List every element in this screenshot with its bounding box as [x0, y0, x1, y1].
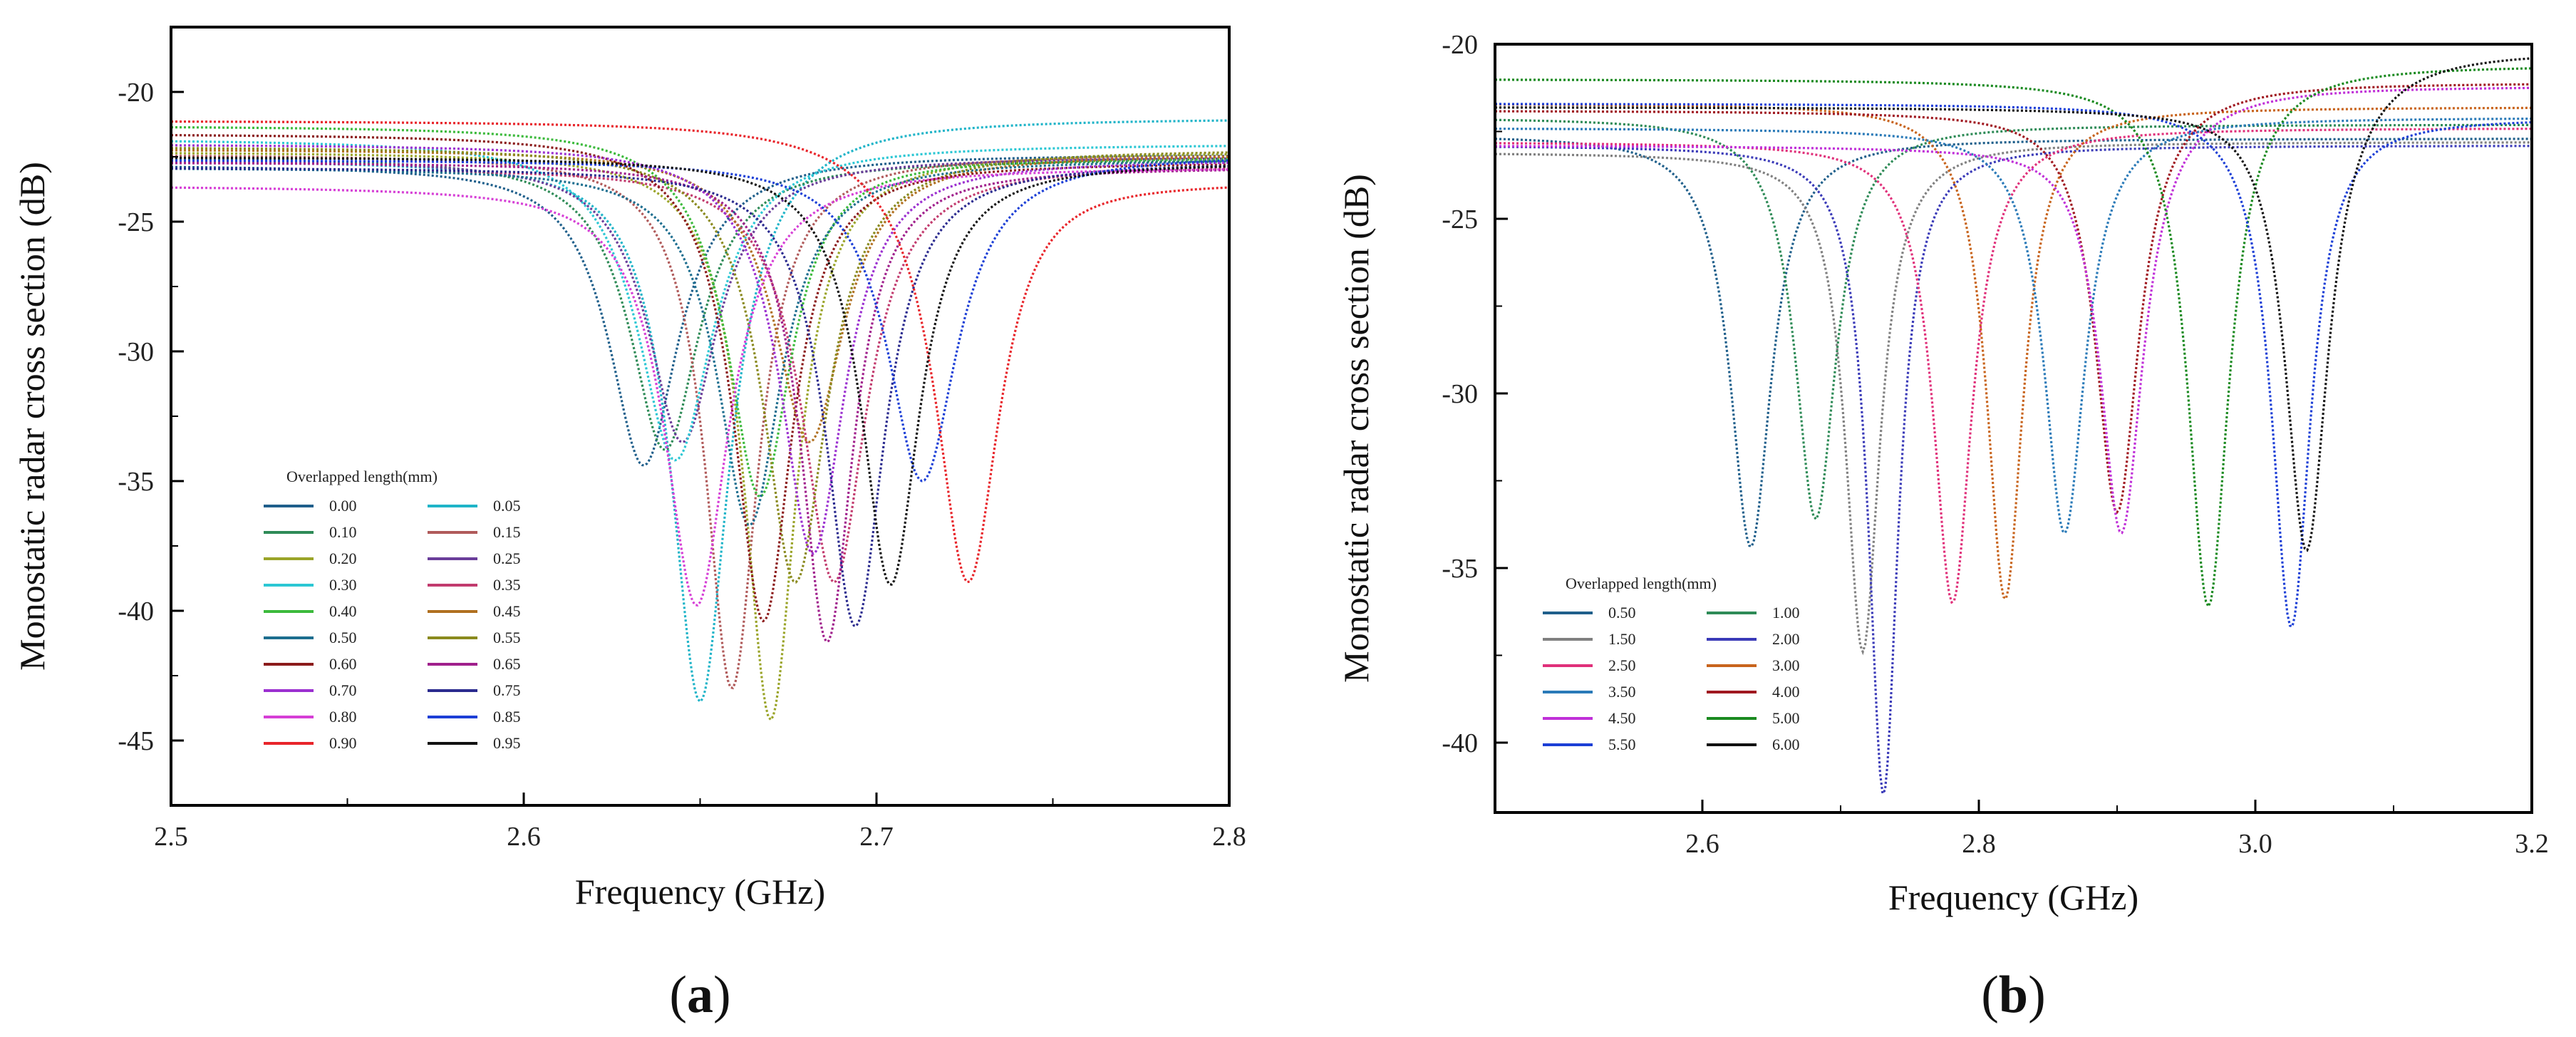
x-tick-label: 3.0: [2238, 829, 2272, 859]
panel-label-b: (b): [1981, 966, 2045, 1024]
legend-title: Overlapped length(mm): [1566, 574, 1717, 592]
series-line-3.00: [1495, 103, 2532, 601]
series-line-0.95: [171, 156, 1230, 586]
panel-letter-b: b: [1999, 966, 2028, 1024]
series-line-0.40: [171, 126, 1229, 498]
series-line-0.50: [1494, 138, 2532, 548]
series-line-5.50: [1495, 103, 2533, 628]
series-line-0.45: [171, 149, 1229, 443]
legend-label-4.00: 4.00: [1772, 683, 1800, 701]
panel-letter-a: a: [687, 966, 713, 1024]
x-axis-title-b: Frequency (GHz): [1888, 877, 2138, 917]
series-line-0.75: [171, 165, 1230, 628]
y-tick-label: -20: [1442, 30, 1478, 60]
legend-label-0.05: 0.05: [493, 497, 521, 515]
y-tick-label: -25: [1442, 205, 1478, 234]
legend-label-0.85: 0.85: [493, 708, 521, 726]
x-tick-label: 2.8: [1962, 829, 1996, 859]
legend-label-0.20: 0.20: [329, 550, 357, 567]
legend-label-4.50: 4.50: [1608, 709, 1636, 727]
legend-label-0.15: 0.15: [493, 523, 521, 541]
y-axis-title-b: Monostatic radar cross section (dB): [1336, 174, 1376, 683]
y-tick-label: -40: [118, 597, 154, 626]
legend-label-1.00: 1.00: [1772, 604, 1800, 621]
legend-label-0.55: 0.55: [493, 629, 521, 646]
y-tick-label: -35: [118, 467, 154, 497]
x-tick-label: 2.6: [1685, 829, 1719, 859]
series-line-0.30: [170, 140, 1229, 462]
series-line-0.90: [171, 120, 1230, 584]
legend-label-0.80: 0.80: [329, 708, 357, 726]
axis-ticks-b: 2.6 2.8 3.0 3.2 -20 -25 -30 -35 -40: [1442, 30, 2549, 859]
series-line-4.50: [1495, 86, 2532, 535]
legend-label-0.90: 0.90: [329, 734, 357, 752]
series-curves-a: [170, 119, 1230, 722]
legend-label-0.40: 0.40: [329, 602, 357, 620]
x-tick-label: 2.8: [1212, 822, 1246, 852]
x-axis-title-a: Frequency (GHz): [575, 872, 825, 912]
legend-a: Overlapped length(mm) 0.00 0.05 0.10 0.15 0.2…: [264, 468, 521, 752]
plot-frame-b: [1494, 43, 2533, 814]
legend-label-1.50: 1.50: [1608, 630, 1636, 648]
y-tick-label: -30: [118, 337, 154, 367]
legend-label-0.50: 0.50: [1608, 604, 1636, 621]
legend-label-0.95: 0.95: [493, 734, 521, 752]
series-line-2.00: [1494, 145, 2532, 797]
legend-label-0.70: 0.70: [329, 681, 357, 699]
series-line-4.00: [1495, 83, 2532, 515]
x-tick-label: 2.7: [859, 822, 894, 852]
legend-label-0.50: 0.50: [329, 629, 357, 646]
y-tick-label: -30: [1442, 379, 1478, 409]
legend-label-2.50: 2.50: [1608, 656, 1636, 674]
legend-label-0.45: 0.45: [493, 602, 521, 620]
series-line-6.00: [1495, 57, 2533, 552]
y-tick-label: -45: [118, 726, 154, 756]
chart-panel-b: 2.6 2.8 3.0 3.2 -20 -25 -30 -35 -40 Overlapped l…: [1336, 30, 2549, 1024]
series-line-0.20: [170, 152, 1230, 722]
legend-label-0.35: 0.35: [493, 576, 521, 594]
x-tick-label: 2.5: [154, 822, 188, 852]
series-line-1.50: [1494, 141, 2532, 656]
x-tick-label: 2.6: [507, 822, 541, 852]
axis-ticks-a: 2.5 2.6 2.7 2.8 -20 -25 -30 -35 -40 -45: [118, 26, 1246, 852]
y-tick-label: -40: [1442, 728, 1478, 758]
series-curves-b: [1494, 57, 2533, 797]
y-axis-title-a: Monostatic radar cross section (dB): [12, 162, 52, 671]
panel-label-a: (a): [669, 966, 730, 1024]
legend-label-0.65: 0.65: [493, 655, 521, 673]
series-line-2.50: [1495, 128, 2532, 604]
legend-label-3.50: 3.50: [1608, 683, 1636, 701]
series-line-0.55: [171, 147, 1230, 584]
y-tick-label: -25: [118, 207, 154, 237]
series-line-0.85: [171, 159, 1230, 483]
legend-label-5.50: 5.50: [1608, 736, 1636, 753]
legend-label-0.25: 0.25: [493, 550, 521, 567]
legend-title: Overlapped length(mm): [286, 468, 438, 485]
series-line-0.80: [170, 168, 1230, 607]
legend-label-2.00: 2.00: [1772, 630, 1800, 648]
legend-label-3.00: 3.00: [1772, 656, 1800, 674]
series-line-3.50: [1495, 117, 2533, 535]
legend-label-0.75: 0.75: [493, 681, 521, 699]
series-line-5.00: [1495, 67, 2533, 609]
legend-label-0.00: 0.00: [329, 497, 357, 515]
legend-label-0.30: 0.30: [329, 576, 357, 594]
legend-label-0.60: 0.60: [329, 655, 357, 673]
y-tick-label: -20: [118, 78, 154, 108]
chart-panel-a: 2.5 2.6 2.7 2.8 -20 -25 -30 -35 -40 -45 Overlappe…: [12, 26, 1246, 1024]
legend-label-0.10: 0.10: [329, 523, 357, 541]
x-tick-label: 3.2: [2515, 829, 2549, 859]
legend-label-5.00: 5.00: [1772, 709, 1800, 727]
y-tick-label: -35: [1442, 554, 1478, 584]
legend-label-6.00: 6.00: [1772, 736, 1800, 753]
legend-b: Overlapped length(mm) 0.50 1.00 1.50 2.00 2.5…: [1543, 574, 1800, 753]
